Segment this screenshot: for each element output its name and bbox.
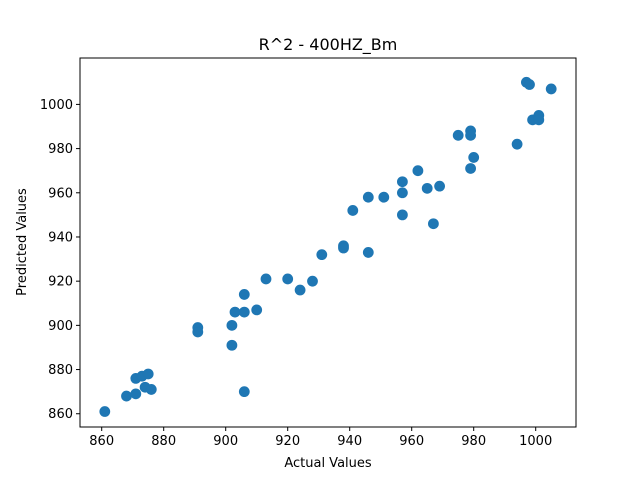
x-tick-label-980: 980 — [461, 434, 486, 449]
y-tick-label-880: 880 — [48, 363, 73, 378]
data-point-12 — [229, 306, 241, 318]
data-point-1 — [121, 390, 132, 402]
data-point-26 — [362, 247, 374, 258]
x-tick-label-940: 940 — [337, 434, 362, 449]
y-tick-label-1000: 1000 — [40, 98, 73, 113]
data-point-23 — [338, 242, 349, 254]
data-point-40 — [511, 138, 523, 150]
points-layer — [99, 76, 557, 417]
data-point-5 — [142, 368, 154, 380]
data-point-2 — [130, 388, 142, 400]
y-tick-label-900: 900 — [48, 319, 73, 334]
data-point-32 — [421, 182, 433, 194]
y-axis-label: Predicted Values — [15, 188, 30, 296]
data-point-31 — [412, 165, 424, 177]
data-point-18 — [282, 273, 294, 285]
data-point-38 — [465, 163, 477, 174]
data-point-19 — [294, 284, 306, 296]
data-point-45 — [533, 114, 545, 126]
data-point-35 — [452, 129, 464, 141]
x-tick-label-860: 860 — [89, 434, 114, 449]
x-tick-label-1000: 1000 — [519, 434, 552, 449]
data-point-21 — [316, 249, 328, 261]
data-point-42 — [524, 79, 535, 90]
y-tick-label-920: 920 — [48, 275, 73, 290]
data-point-16 — [251, 304, 263, 316]
data-point-37 — [465, 129, 477, 141]
data-point-28 — [396, 176, 408, 188]
plot-frame — [79, 57, 577, 428]
data-point-46 — [545, 83, 557, 95]
data-point-14 — [238, 306, 250, 318]
data-point-11 — [226, 319, 238, 331]
data-point-30 — [396, 209, 408, 221]
x-axis-label: Actual Values — [284, 456, 372, 471]
data-point-10 — [226, 339, 238, 351]
y-tick-label-860: 860 — [48, 407, 73, 422]
chart-title: R^2 - 400HZ_Bm — [259, 35, 398, 55]
data-point-33 — [427, 218, 439, 230]
x-tick-label-960: 960 — [399, 434, 424, 449]
y-axis: 860 880 900 920 940 960 980 1000 — [40, 98, 80, 422]
data-point-17 — [260, 273, 272, 285]
data-point-34 — [434, 180, 446, 192]
data-point-13 — [238, 289, 250, 300]
data-point-20 — [307, 275, 318, 287]
y-tick-label-980: 980 — [48, 142, 73, 157]
data-point-39 — [468, 152, 480, 163]
data-point-29 — [396, 187, 408, 199]
data-point-25 — [362, 191, 374, 203]
x-tick-label-900: 900 — [213, 434, 238, 449]
data-point-7 — [145, 384, 157, 395]
data-point-15 — [238, 386, 250, 398]
data-point-9 — [192, 326, 204, 338]
data-point-27 — [378, 191, 390, 203]
x-tick-label-880: 880 — [151, 434, 176, 449]
data-point-0 — [99, 406, 111, 417]
y-tick-label-960: 960 — [48, 186, 73, 201]
y-tick-label-940: 940 — [48, 230, 73, 245]
x-axis: 860 880 900 920 940 960 980 1000 — [89, 427, 552, 449]
x-tick-label-920: 920 — [275, 434, 300, 449]
data-point-24 — [347, 205, 359, 216]
